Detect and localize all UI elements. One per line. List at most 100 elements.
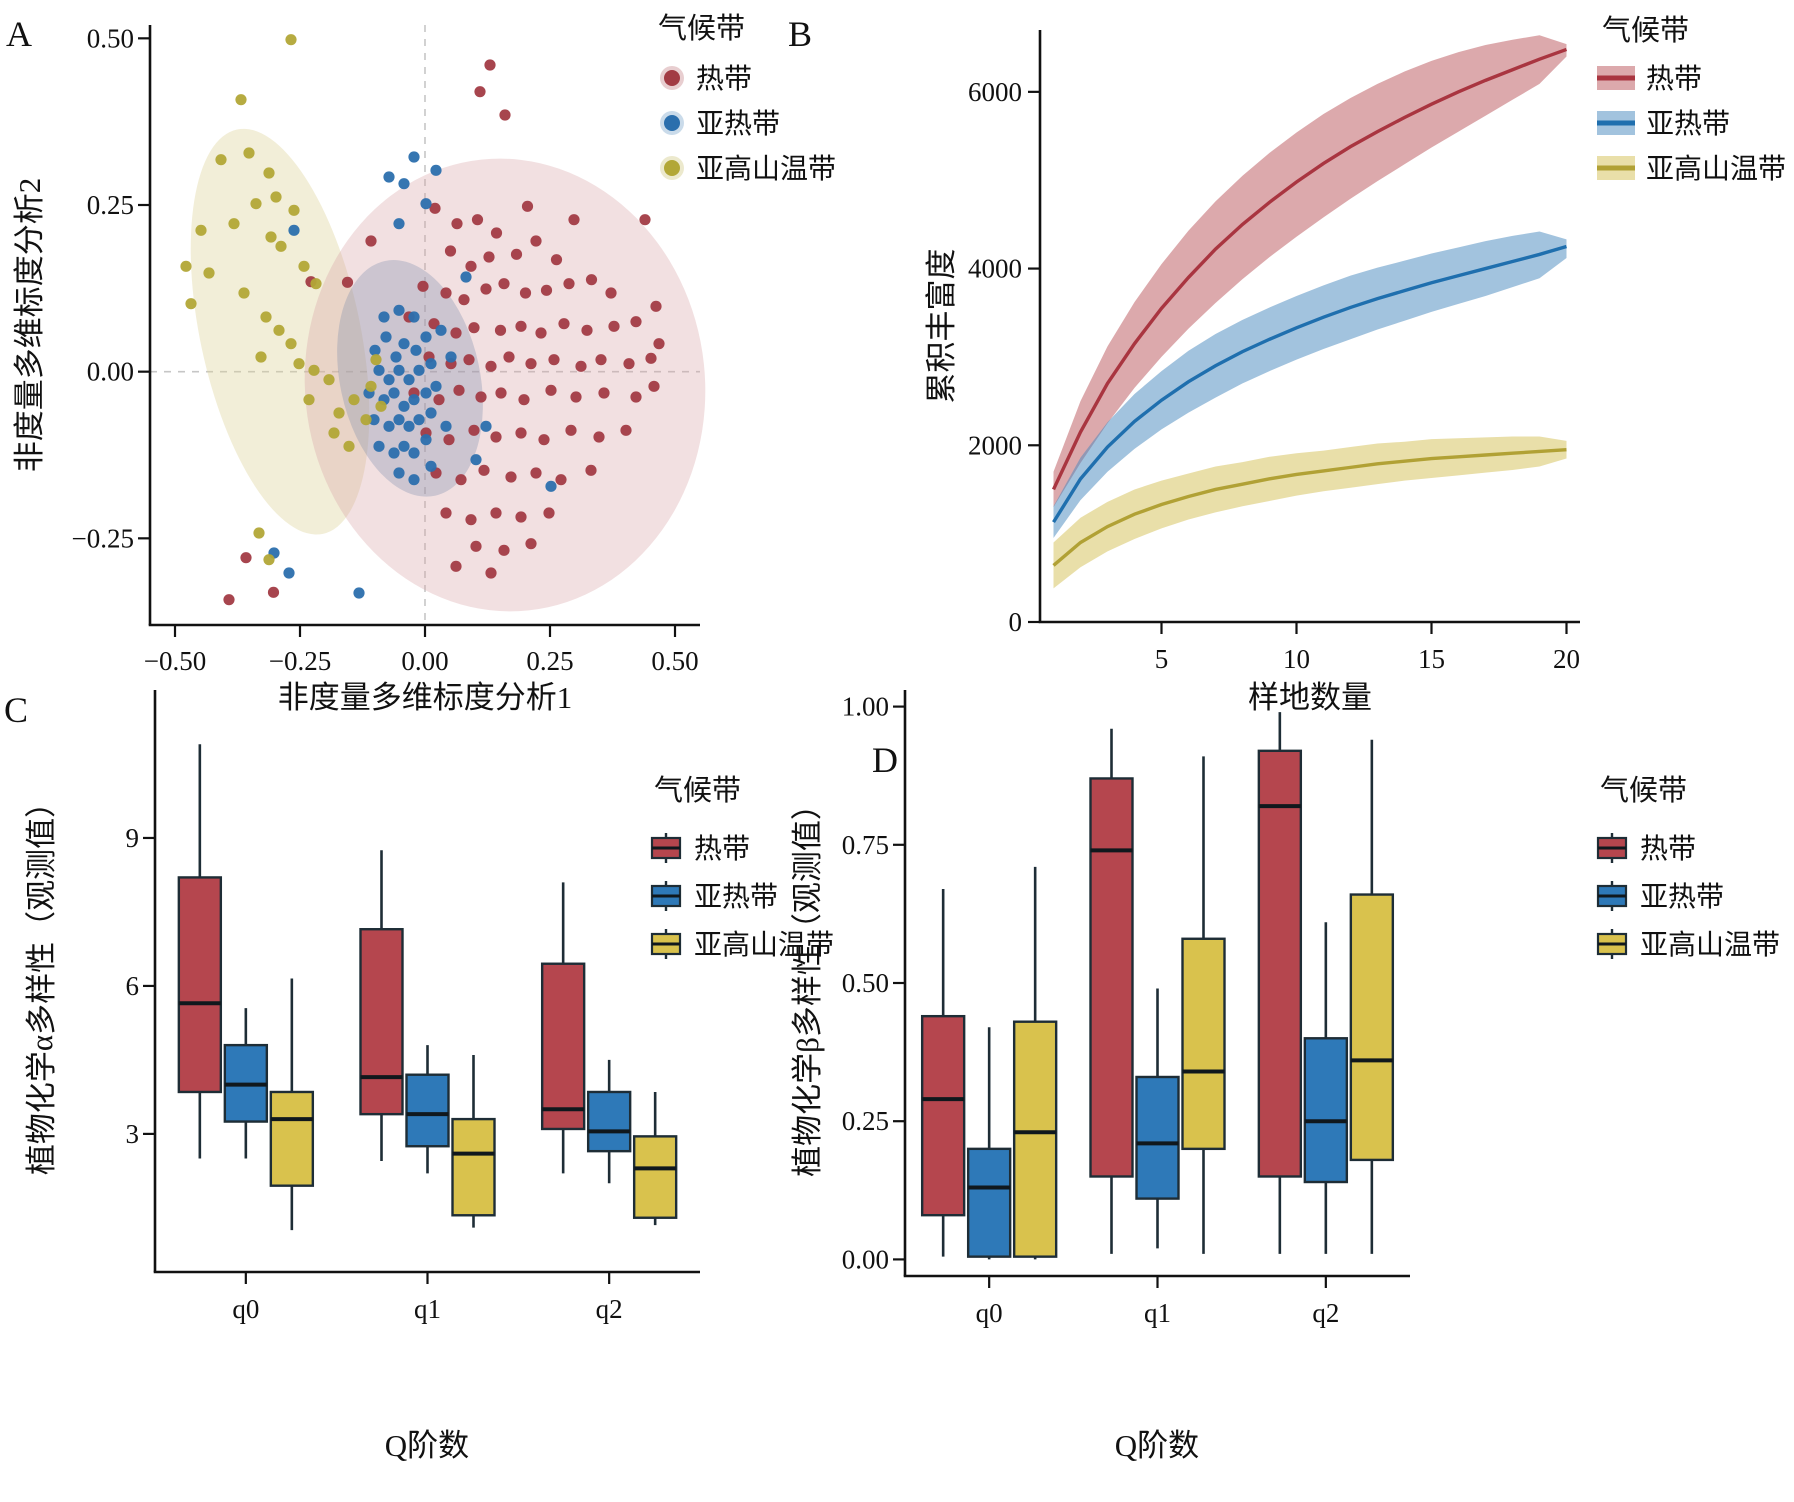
panel-b-legend-label-tropical: 热带 — [1646, 63, 1702, 95]
panel-a-legend-title: 气候带 — [658, 12, 745, 45]
scatter-point-subalpine — [215, 154, 227, 166]
scatter-point-subalpine — [260, 311, 272, 323]
scatter-point-tropical — [623, 358, 635, 370]
scatter-point-subtropical — [420, 434, 432, 446]
x-tick-label: 0.25 — [526, 646, 573, 676]
scatter-point-subalpine — [270, 191, 282, 203]
scatter-point-tropical — [598, 387, 610, 399]
scatter-point-tropical — [581, 324, 593, 336]
scatter-point-subalpine — [308, 364, 320, 376]
scatter-point-subtropical — [388, 387, 400, 399]
scatter-point-subalpine — [310, 278, 322, 290]
box-subalpine-q1 — [451, 1117, 496, 1217]
scatter-point-tropical — [470, 540, 482, 552]
scatter-point-tropical — [455, 474, 467, 486]
scatter-point-tropical — [525, 358, 537, 370]
panel-a-plot-area: 0.50 0.25 0.00 −0.25 −0.50 −0.25 0.00 0.25 0.50 — [72, 23, 706, 676]
scatter-point-subtropical — [425, 358, 437, 370]
panel-a-legend-label-subtropical: 亚热带 — [696, 108, 780, 140]
y-tick-label: −0.25 — [72, 523, 134, 553]
scatter-point-subtropical — [545, 480, 557, 492]
scatter-point-subalpine — [288, 204, 300, 216]
scatter-point-subalpine — [328, 427, 340, 439]
scatter-point-tropical — [417, 280, 429, 292]
scatter-point-subtropical — [470, 454, 482, 466]
scatter-point-tropical — [450, 560, 462, 572]
scatter-point-tropical — [595, 354, 607, 366]
panel-c-y-axis-title: 植物化学α多样性（观测值） — [24, 787, 59, 1175]
scatter-point-tropical — [490, 227, 503, 239]
scatter-point-tropical — [484, 59, 496, 71]
y-tick-label: 0.50 — [842, 968, 889, 998]
box-tropical-q2 — [1257, 749, 1303, 1178]
scatter-point-subalpine — [370, 354, 382, 366]
scatter-point-subtropical — [393, 467, 405, 479]
scatter-point-subtropical — [408, 394, 420, 406]
scatter-point-subtropical — [393, 364, 405, 376]
scatter-point-subtropical — [373, 440, 385, 452]
box-tropical-q2 — [540, 962, 586, 1131]
scatter-point-tropical — [485, 567, 497, 579]
scatter-point-subalpine — [195, 224, 207, 236]
scatter-point-subtropical — [413, 364, 425, 376]
box-subalpine-q0 — [1012, 1020, 1058, 1258]
scatter-point-subtropical — [388, 447, 400, 459]
scatter-point-tropical — [558, 318, 570, 330]
scatter-point-tropical — [480, 283, 492, 295]
y-tick-label: 2000 — [968, 430, 1022, 460]
scatter-point-subalpine — [333, 407, 345, 419]
box-tropical-q1 — [1089, 777, 1134, 1178]
scatter-point-tropical — [585, 464, 597, 476]
scatter-point-tropical — [515, 320, 527, 332]
scatter-point-subtropical — [435, 324, 447, 336]
scatter-point-tropical — [545, 384, 557, 396]
legend-label-tropical: 热带 — [694, 833, 750, 865]
scatter-point-tropical — [494, 324, 507, 336]
scatter-point-subalpine — [273, 324, 285, 336]
scatter-point-subtropical — [398, 440, 410, 452]
mean-curve-subtropical — [1052, 244, 1567, 524]
scatter-point-tropical — [620, 424, 632, 436]
scatter-point-subtropical — [408, 447, 420, 459]
scatter-point-subalpine — [185, 298, 197, 310]
scatter-point-tropical — [563, 278, 575, 290]
panel-b-x-axis-title: 样地数量 — [1248, 680, 1372, 715]
x-tick-label: 10 — [1283, 644, 1310, 674]
scatter-point-tropical — [555, 474, 567, 486]
panel-c-x-axis-title: Q阶数 — [385, 1428, 469, 1463]
legend-label-subtropical: 亚热带 — [694, 881, 778, 913]
scatter-point-tropical — [443, 434, 455, 446]
scatter-point-subtropical — [283, 567, 295, 579]
scatter-point-tropical — [478, 464, 490, 476]
panel-d-legend-title: 气候带 — [1600, 774, 1687, 807]
scatter-point-tropical — [465, 514, 477, 526]
confidence-ribbon-tropical — [1053, 35, 1567, 508]
y-tick-label: 0.50 — [87, 23, 134, 53]
scatter-point-tropical — [451, 218, 463, 230]
y-tick-label: 0.00 — [842, 1244, 889, 1274]
scatter-point-tropical — [499, 109, 511, 121]
x-tick-label: 15 — [1418, 644, 1445, 674]
legend-label-tropical: 热带 — [1640, 833, 1696, 865]
scatter-point-subtropical — [393, 218, 405, 230]
x-tick-label-q1: q1 — [1144, 1298, 1171, 1328]
scatter-point-subalpine — [243, 147, 255, 159]
panel-b-legend-label-subalpine: 亚高山温带 — [1646, 153, 1786, 185]
scatter-point-subtropical — [480, 420, 492, 432]
y-tick-label: 3 — [126, 1119, 140, 1149]
legend-label-subalpine: 亚高山温带 — [1640, 929, 1780, 961]
scatter-point-tropical — [505, 471, 517, 483]
box-subalpine-q2 — [632, 1135, 678, 1219]
scatter-point-subalpine — [263, 554, 275, 566]
scatter-point-tropical — [444, 245, 457, 257]
scatter-point-subtropical — [403, 420, 415, 432]
scatter-point-subtropical — [408, 474, 420, 486]
scatter-point-subtropical — [408, 151, 420, 163]
scatter-point-subtropical — [378, 311, 390, 323]
y-tick-label: 4000 — [968, 254, 1022, 284]
panel-a-label: A — [6, 14, 32, 54]
scatter-point-tropical — [530, 235, 542, 247]
panel-a-legend-label-subalpine: 亚高山温带 — [696, 153, 836, 185]
